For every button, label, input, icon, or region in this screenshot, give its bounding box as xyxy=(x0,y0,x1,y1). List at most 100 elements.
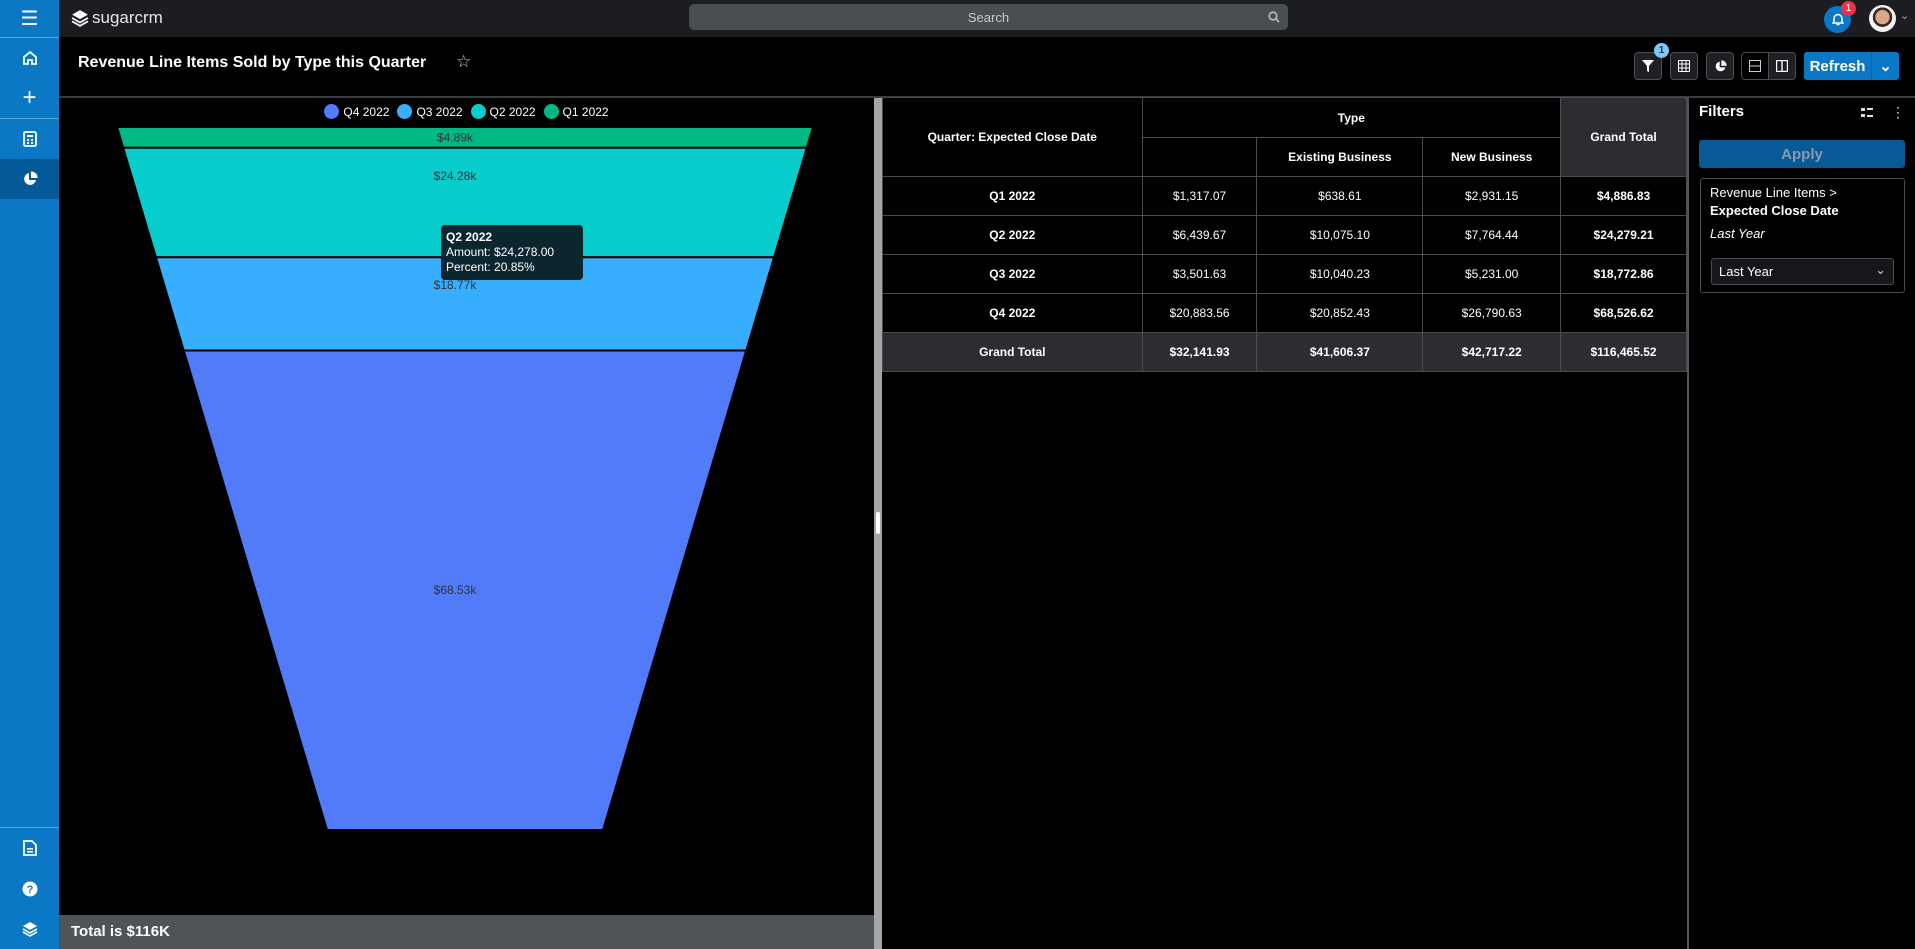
hamburger-icon: ☰ xyxy=(20,8,39,30)
filter-button[interactable]: 1 xyxy=(1634,43,1669,80)
table-cell: $32,141.93 xyxy=(1141,332,1258,372)
filter-card: Revenue Line Items > Expected Close Date… xyxy=(1700,178,1905,293)
bell-icon xyxy=(1831,13,1844,26)
sidebar-item-layers[interactable] xyxy=(0,909,59,949)
table-view-button[interactable] xyxy=(1670,52,1698,80)
sidebar-item-reports[interactable] xyxy=(0,159,59,199)
legend-swatch xyxy=(324,104,340,119)
legend-item[interactable]: Q1 2022 xyxy=(543,104,609,119)
sidebar: ☰ + ? xyxy=(0,0,59,949)
filter-count-badge: 1 xyxy=(1654,43,1669,58)
layers-icon xyxy=(22,922,37,937)
legend-item[interactable]: Q4 2022 xyxy=(324,104,389,119)
table-cell: $41,606.37 xyxy=(1256,332,1424,372)
refresh-button-group: Refresh ⌄ xyxy=(1804,52,1899,80)
search-icon xyxy=(1268,11,1280,23)
row-total: $24,279.21 xyxy=(1560,215,1687,255)
sidebar-item-forecasts[interactable] xyxy=(0,119,59,159)
table-cell: $2,931.15 xyxy=(1422,176,1562,216)
calculator-icon xyxy=(22,131,37,147)
chart-legend: Q4 2022 Q3 2022 Q2 2022 Q1 2022 xyxy=(59,104,874,119)
table-cell: $42,717.22 xyxy=(1422,332,1562,372)
table-cell: $1,317.07 xyxy=(1141,176,1258,216)
search-placeholder: Search xyxy=(967,9,1010,25)
table-cell: $10,040.23 xyxy=(1256,254,1424,294)
legend-label: Q1 2022 xyxy=(562,104,609,119)
table-cell: $10,075.10 xyxy=(1256,215,1424,255)
report-table-pane: Quarter: Expected Close Date Type Grand … xyxy=(882,97,1687,372)
logo[interactable]: sugarcrm xyxy=(71,8,163,28)
notifications-button[interactable]: 1 xyxy=(1824,1,1856,33)
row-total: $4,886.83 xyxy=(1560,176,1687,216)
help-icon: ? xyxy=(22,881,37,897)
table-cell: $3,501.63 xyxy=(1141,254,1258,294)
search-input[interactable]: Search xyxy=(689,4,1288,30)
legend-item[interactable]: Q2 2022 xyxy=(470,104,536,119)
funnel-data-label: $4.89k xyxy=(437,130,474,144)
tooltip-percent: Percent: 20.85% xyxy=(446,260,535,274)
row-label: Q1 2022 xyxy=(882,176,1143,216)
layout-rows-icon xyxy=(1749,60,1761,72)
sidebar-item-create[interactable]: + xyxy=(0,78,59,118)
filter-icon xyxy=(1642,60,1654,72)
user-avatar[interactable] xyxy=(1869,5,1896,32)
filter-list-icon[interactable] xyxy=(1861,108,1873,118)
chart-tooltip: Q2 2022 Amount: $24,278.00 Percent: 20.8… xyxy=(441,225,583,280)
funnel-segment[interactable] xyxy=(182,349,748,831)
user-menu-chevron-icon[interactable]: ⌄ xyxy=(1900,10,1910,22)
sidebar-item-home[interactable] xyxy=(0,38,59,78)
legend-swatch xyxy=(543,104,559,119)
filter-path: Revenue Line Items > xyxy=(1710,185,1837,200)
layout-columns-icon xyxy=(1776,60,1788,72)
legend-item[interactable]: Q3 2022 xyxy=(397,104,463,119)
filters-panel: Filters ⋮ Apply Revenue Line Items > Exp… xyxy=(1689,98,1915,949)
funnel-data-label: $18.77k xyxy=(434,278,478,292)
row-total: $68,526.62 xyxy=(1560,293,1687,333)
row-label: Q4 2022 xyxy=(882,293,1143,333)
table-cell: $638.61 xyxy=(1256,176,1424,216)
grand-total-header: Grand Total xyxy=(1560,97,1687,177)
refresh-dropdown-button[interactable]: ⌄ xyxy=(1871,52,1899,80)
page-title: Revenue Line Items Sold by Type this Qua… xyxy=(78,54,427,71)
tooltip-title: Q2 2022 xyxy=(446,230,493,244)
menu-toggle-button[interactable]: ☰ xyxy=(0,0,59,37)
logo-text: sugarcrm xyxy=(92,8,163,27)
table-row: Q2 2022 $6,439.67 $10,075.10 $7,764.44 $24,2… xyxy=(882,215,1687,255)
grid-icon xyxy=(1678,60,1690,72)
chart-pane: Q4 2022 Q3 2022 Q2 2022 Q1 2022 $4.89k $24.2… xyxy=(59,98,874,949)
funnel-data-label: $68.53k xyxy=(434,583,478,597)
document-icon xyxy=(22,840,37,856)
favorite-star-icon[interactable]: ☆ xyxy=(456,52,472,71)
column-header: Existing Business xyxy=(1256,137,1424,177)
report-summary-table: Quarter: Expected Close Date Type Grand … xyxy=(882,97,1687,372)
row-total: $116,465.52 xyxy=(1560,332,1687,372)
table-row: Q3 2022 $3,501.63 $10,040.23 $5,231.00 $18,7… xyxy=(882,254,1687,294)
splitter-handle[interactable] xyxy=(876,512,880,534)
home-icon xyxy=(22,50,37,65)
apply-button[interactable]: Apply xyxy=(1699,140,1905,168)
legend-label: Q2 2022 xyxy=(489,104,536,119)
layout-rows-button[interactable] xyxy=(1741,52,1769,80)
filters-divider xyxy=(1687,98,1689,949)
refresh-button[interactable]: Refresh xyxy=(1809,57,1866,75)
more-options-icon[interactable]: ⋮ xyxy=(1891,104,1905,120)
table-cell: $26,790.63 xyxy=(1422,293,1562,333)
pane-splitter[interactable] xyxy=(874,98,882,949)
filter-operator: Last Year xyxy=(1710,226,1765,241)
chart-view-button[interactable] xyxy=(1706,52,1734,80)
filter-field: Expected Close Date xyxy=(1710,203,1839,218)
column-header: New Business xyxy=(1422,137,1562,177)
sidebar-item-help[interactable]: ? xyxy=(0,869,59,909)
table-cell: $6,439.67 xyxy=(1141,215,1258,255)
filter-value-select[interactable]: Last Year ⌄ xyxy=(1711,258,1894,285)
table-row: Q1 2022 $1,317.07 $638.61 $2,931.15 $4,886.8… xyxy=(882,176,1687,216)
layout-columns-button[interactable] xyxy=(1768,52,1796,80)
filter-selected-value: Last Year xyxy=(1719,264,1774,279)
sidebar-item-documents[interactable] xyxy=(0,828,59,868)
row-label: Q2 2022 xyxy=(882,215,1143,255)
row-header: Quarter: Expected Close Date xyxy=(882,97,1143,177)
grand-total-row: Grand Total $32,141.93 $41,606.37 $42,717.2… xyxy=(882,332,1687,372)
plus-icon: + xyxy=(22,84,37,111)
filters-title: Filters xyxy=(1699,103,1745,120)
pie-chart-icon xyxy=(23,171,38,185)
